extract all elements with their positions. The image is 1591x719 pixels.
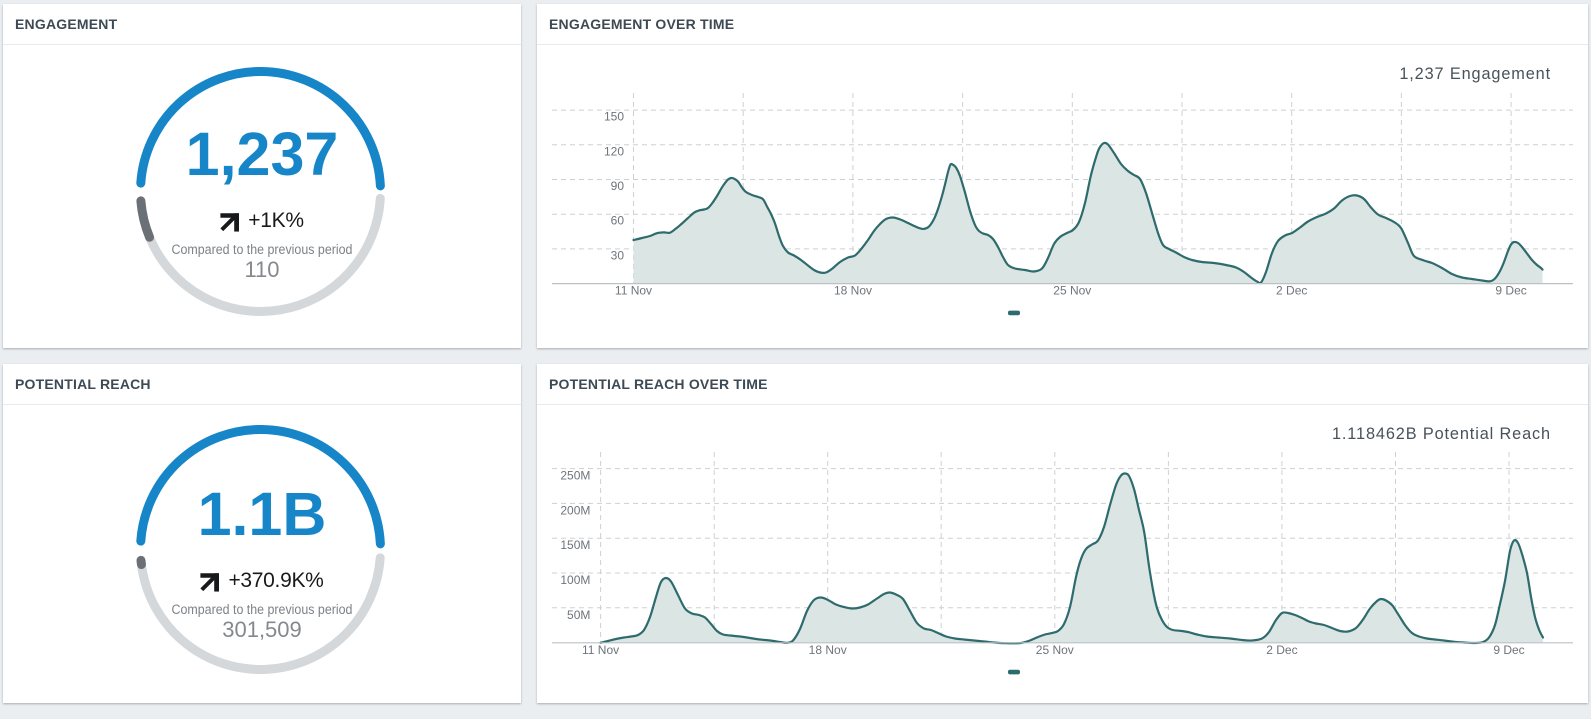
svg-text:11 Nov: 11 Nov bbox=[615, 284, 652, 298]
svg-text:60: 60 bbox=[611, 214, 625, 228]
svg-text:18 Nov: 18 Nov bbox=[809, 643, 847, 657]
svg-text:100M: 100M bbox=[560, 573, 590, 587]
svg-text:2 Dec: 2 Dec bbox=[1276, 284, 1307, 298]
svg-text:25 Nov: 25 Nov bbox=[1053, 284, 1091, 298]
svg-text:120: 120 bbox=[604, 144, 624, 158]
svg-text:9 Dec: 9 Dec bbox=[1495, 284, 1526, 298]
svg-text:11 Nov: 11 Nov bbox=[582, 643, 619, 657]
svg-text:18 Nov: 18 Nov bbox=[834, 284, 872, 298]
svg-text:200M: 200M bbox=[560, 503, 590, 517]
svg-text:2 Dec: 2 Dec bbox=[1266, 643, 1297, 657]
svg-text:90: 90 bbox=[611, 179, 625, 193]
svg-text:250M: 250M bbox=[560, 469, 590, 483]
svg-text:150M: 150M bbox=[560, 538, 590, 552]
svg-text:30: 30 bbox=[611, 248, 625, 262]
svg-text:50M: 50M bbox=[567, 608, 590, 622]
svg-text:25 Nov: 25 Nov bbox=[1036, 643, 1074, 657]
svg-text:9 Dec: 9 Dec bbox=[1493, 643, 1524, 657]
svg-text:150: 150 bbox=[604, 110, 624, 124]
